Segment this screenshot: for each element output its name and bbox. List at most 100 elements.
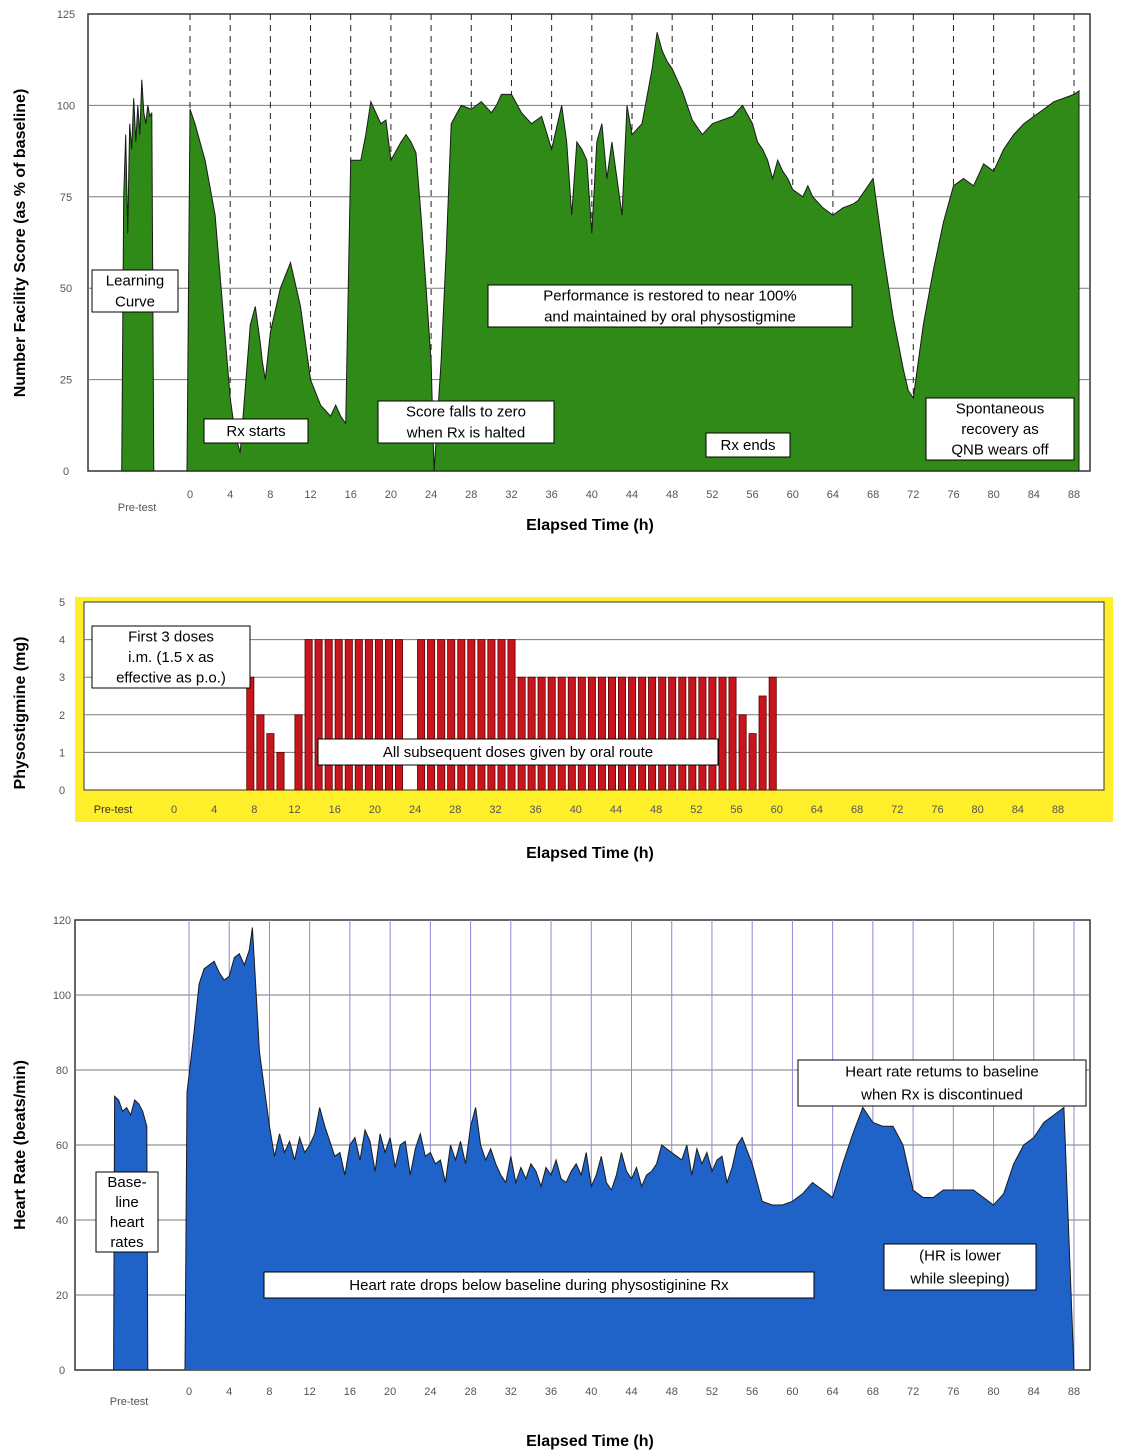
dose-bar	[608, 676, 617, 791]
x-tick-label: 12	[304, 489, 316, 501]
x-tick-label: 36	[530, 804, 542, 816]
x-tick-label: 16	[329, 804, 341, 816]
dose-bar	[437, 639, 446, 791]
annotation-box	[377, 400, 555, 444]
dose-bar	[557, 676, 566, 791]
annotation-box	[797, 1059, 1087, 1107]
annotation-line: heart	[110, 1214, 145, 1231]
dose-bar	[768, 676, 777, 791]
dose-bar	[537, 676, 546, 791]
dose-bar	[638, 676, 647, 791]
annotation-line: when Rx is discontinued	[860, 1087, 1023, 1104]
x-tick-label: 4	[226, 1386, 232, 1398]
y-tick-label: 0	[59, 785, 65, 797]
x-tick-label: 84	[1028, 1386, 1040, 1398]
y-axis-label: Physostigmine (mg)	[12, 637, 29, 790]
dose-bar	[276, 752, 285, 791]
x-tick-label: 8	[266, 1386, 272, 1398]
x-tick-label: 0	[187, 489, 193, 501]
y-tick-label: 50	[60, 283, 72, 295]
x-tick-label: 56	[730, 804, 742, 816]
x-tick-label: 32	[489, 804, 501, 816]
x-tick-label: 4	[211, 804, 217, 816]
annotation-line: Heart rate drops below baseline during p…	[349, 1277, 729, 1294]
annotation-line: All subsequent doses given by oral route	[383, 744, 653, 761]
x-tick-label: 0	[186, 1386, 192, 1398]
dose-bar	[597, 676, 606, 791]
x-tick-label: 24	[424, 1386, 436, 1398]
y-tick-label: 40	[56, 1215, 68, 1227]
annotation-line: i.m. (1.5 x as	[128, 649, 214, 666]
dose-bar	[477, 639, 486, 791]
x-tick-label: 68	[851, 804, 863, 816]
dose-bar	[718, 676, 727, 791]
annotation-line: when Rx is halted	[406, 425, 525, 442]
y-tick-label: 0	[59, 1365, 65, 1377]
x-tick-label: 28	[449, 804, 461, 816]
annotation-box	[263, 1271, 815, 1299]
x-tick-label: 8	[267, 489, 273, 501]
annotation-line: while sleeping)	[909, 1271, 1009, 1288]
x-tick-label: 40	[570, 804, 582, 816]
dose-bar	[708, 676, 717, 791]
x-tick-label: 72	[907, 1386, 919, 1398]
x-tick-label: 28	[465, 489, 477, 501]
y-tick-label: 100	[53, 990, 71, 1002]
dose-bar	[587, 676, 596, 791]
annotation-line: Score falls to zero	[406, 404, 526, 421]
dose-bar	[497, 639, 506, 791]
dose-bar	[668, 676, 677, 791]
x-tick-label: 44	[610, 804, 622, 816]
x-ticks: 0 4 8 12 16 20 24 28 32 36 40 44 48 52 56 60 64 68 72 76 80 8…	[171, 804, 1064, 816]
x-tick-label: 68	[867, 1386, 879, 1398]
dose-bar	[487, 639, 496, 791]
x-tick-label: 16	[345, 489, 357, 501]
annotation-line: Learning	[106, 273, 164, 290]
dose-bar	[467, 639, 476, 791]
pretest-label: Pre-test	[118, 502, 157, 514]
annotation-line: Base-	[107, 1174, 146, 1191]
annotation-line: Curve	[115, 294, 155, 311]
x-tick-label: 84	[1012, 804, 1024, 816]
x-tick-label: 32	[505, 489, 517, 501]
x-tick-label: 88	[1068, 1386, 1080, 1398]
x-tick-label: 48	[666, 1386, 678, 1398]
y-tick-label: 60	[56, 1140, 68, 1152]
dose-bar	[266, 733, 275, 791]
x-tick-label: 20	[384, 1386, 396, 1398]
x-ticks: 0 4 8 12 16 20 24 28 32 36 40 44 48 52 56 60 64 68 72 76 80 8…	[186, 1386, 1080, 1398]
x-tick-label: 72	[891, 804, 903, 816]
annotation-oral-route: All subsequent doses given by oral route	[317, 738, 719, 766]
dose-bar	[728, 676, 737, 791]
y-ticks: 0 1 2 3 4 5	[59, 597, 65, 797]
dose-bar	[344, 639, 353, 791]
x-tick-label: 64	[827, 489, 839, 501]
dose-bar	[354, 639, 363, 791]
annotation-line: Rx starts	[226, 423, 285, 440]
x-tick-label: 68	[867, 489, 879, 501]
x-tick-label: 80	[972, 804, 984, 816]
dose-bar	[678, 676, 687, 791]
x-tick-label: 88	[1052, 804, 1064, 816]
y-tick-label: 125	[57, 9, 75, 21]
x-tick-label: 64	[811, 804, 823, 816]
x-axis-label: Elapsed Time (h)	[526, 1433, 654, 1450]
x-tick-label: 76	[931, 804, 943, 816]
dose-bar	[698, 676, 707, 791]
dose-bar	[457, 639, 466, 791]
pretest-label: Pre-test	[110, 1396, 149, 1408]
annotation-sleeping: (HR is lower while sleeping)	[883, 1243, 1037, 1291]
x-tick-label: 80	[987, 1386, 999, 1398]
dose-bar	[748, 733, 757, 791]
dose-bar	[447, 639, 456, 791]
annotation-line: First 3 doses	[128, 628, 214, 645]
x-tick-label: 4	[227, 489, 233, 501]
x-tick-label: 8	[251, 804, 257, 816]
annotation-box	[203, 418, 309, 444]
annotation-rx-ends: Rx ends	[705, 432, 791, 458]
annotation-returns: Heart rate retums to baseline when Rx is …	[797, 1059, 1087, 1107]
dose-bar	[577, 676, 586, 791]
